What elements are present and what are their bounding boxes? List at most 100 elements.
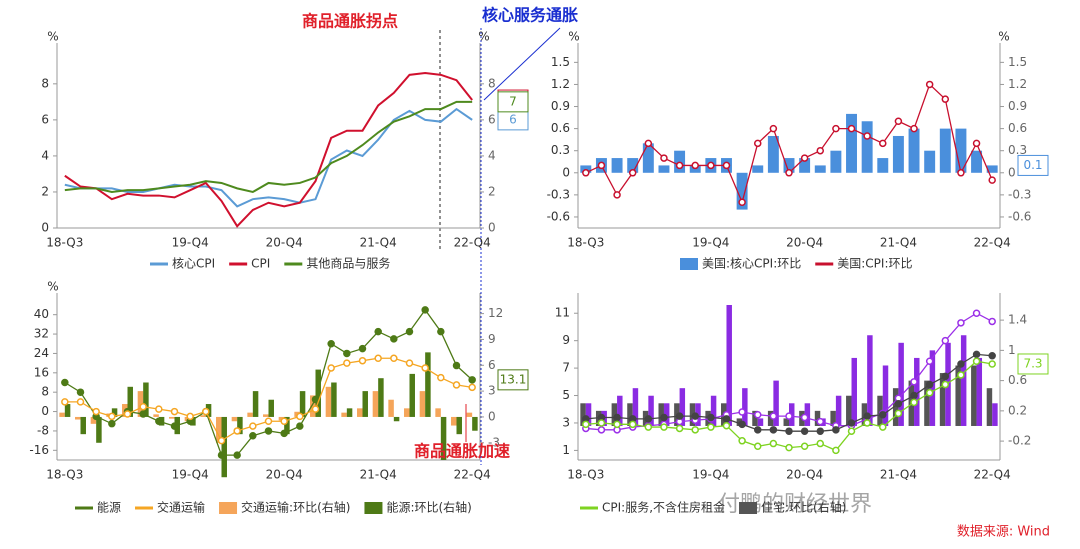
bar [268,399,274,417]
bar [580,403,586,426]
bar [752,165,764,173]
bar [372,391,379,417]
bar [310,395,316,417]
marker [707,413,715,422]
y2-unit: % [998,30,1009,44]
y-tick-label: 0.6 [551,121,570,135]
bar [409,373,415,417]
bar [284,416,290,435]
marker [738,420,746,429]
marker [139,410,147,418]
bar [393,416,400,422]
bar [679,388,686,426]
marker [847,427,856,435]
y-unit: % [47,280,58,294]
marker [691,161,699,170]
bar [830,150,842,173]
marker [894,409,903,418]
marker [988,360,996,368]
bar [783,418,789,426]
bar [64,404,71,417]
marker [769,426,778,434]
bar [404,408,410,417]
marker [452,381,461,389]
bar [299,391,306,417]
y2-tick-label: 4 [488,148,496,162]
bar [783,158,795,173]
y-tick-label: 32 [34,327,49,341]
marker [644,415,653,423]
marker [707,423,715,431]
bar [710,395,717,426]
bar [757,418,764,426]
y-tick-label: 0 [562,165,570,179]
y2-tick-label: 3 [488,384,496,398]
y2-tick-label: 1.5 [1008,55,1027,69]
marker [249,432,257,440]
value-label: 13.1 [500,372,527,386]
marker [613,420,621,429]
marker [800,154,809,162]
bar [658,165,670,173]
bar [59,412,65,417]
marker [233,451,241,459]
marker [832,426,840,434]
bar [632,388,639,426]
bar [96,416,102,443]
y-tick-label: 6 [41,112,49,126]
bar [472,416,478,431]
x-tick-label: 20-Q4 [266,468,303,482]
y-tick-label: -16 [29,443,49,457]
marker [925,80,934,89]
y-tick-label: 8 [41,385,49,399]
marker [597,426,606,434]
bar [137,391,144,417]
bar [992,403,998,426]
marker [691,426,699,434]
marker [988,352,996,360]
x-tick-label: 22-Q4 [454,236,491,250]
marker [769,124,778,133]
x-tick-label: 19-Q4 [172,236,209,250]
bar [986,388,993,426]
y2-tick-label: 1 [1008,343,1016,357]
marker [327,340,335,348]
bar [331,382,337,417]
marker [722,415,731,423]
marker [972,309,981,317]
bar [90,416,97,424]
marker [343,349,351,358]
marker [61,378,69,387]
y-tick-label: 1 [562,443,570,457]
marker [738,408,746,416]
marker [769,439,778,448]
marker [452,361,461,370]
x-tick-label: 19-Q4 [172,468,209,482]
marker [437,373,445,382]
x-tick-label: 19-Q4 [692,236,729,250]
value-label-box [497,91,529,113]
marker [644,423,653,431]
marker [597,419,606,427]
legend-label: CPI:服务,不含住房租金 [602,500,725,515]
bar [617,395,623,426]
marker [847,124,856,133]
bar [799,158,811,173]
marker [863,132,871,140]
line [64,72,473,228]
marker [249,422,257,430]
legend-swatch [219,502,238,514]
marker [123,410,132,418]
legend-label: 住宅:环比(右轴) [761,500,846,515]
marker [582,169,590,177]
bar [814,165,826,173]
y-tick-label: -0.6 [547,209,570,223]
marker [170,422,179,430]
bar [627,403,633,426]
marker [628,169,637,177]
marker [800,413,809,422]
bar [451,416,457,426]
y-tick-label: 0 [41,404,49,418]
marker [910,124,918,133]
marker [405,359,414,367]
